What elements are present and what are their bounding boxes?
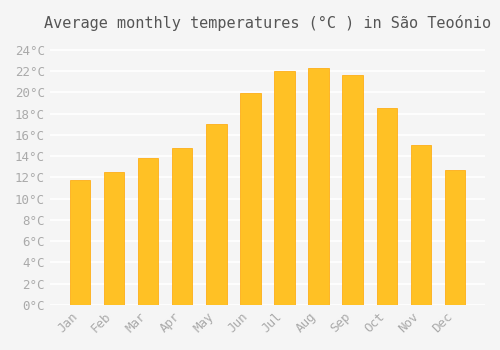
Bar	[410, 146, 431, 305]
Bar	[172, 148, 193, 305]
Bar	[104, 172, 124, 305]
Bar	[376, 108, 397, 305]
Bar	[206, 124, 227, 305]
Bar	[308, 68, 329, 305]
Bar	[274, 71, 294, 305]
Bar	[342, 75, 363, 305]
Bar	[240, 93, 260, 305]
Bar	[70, 180, 90, 305]
Title: Average monthly temperatures (°C ) in São Teoónio: Average monthly temperatures (°C ) in Sã…	[44, 15, 491, 31]
Bar	[445, 170, 465, 305]
Bar	[138, 158, 158, 305]
